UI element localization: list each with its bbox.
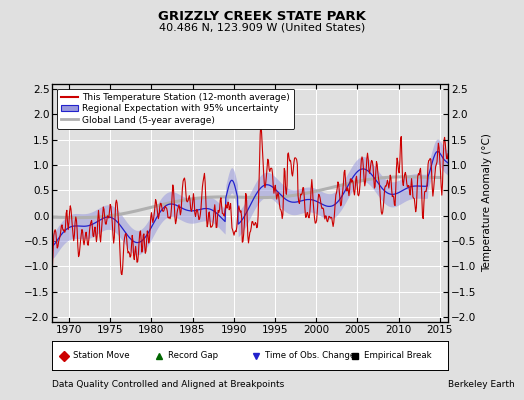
Text: Time of Obs. Change: Time of Obs. Change xyxy=(265,351,355,360)
Text: Station Move: Station Move xyxy=(73,351,129,360)
Text: 40.486 N, 123.909 W (United States): 40.486 N, 123.909 W (United States) xyxy=(159,22,365,32)
Text: GRIZZLY CREEK STATE PARK: GRIZZLY CREEK STATE PARK xyxy=(158,10,366,23)
Text: Data Quality Controlled and Aligned at Breakpoints: Data Quality Controlled and Aligned at B… xyxy=(52,380,285,389)
Legend: This Temperature Station (12-month average), Regional Expectation with 95% uncer: This Temperature Station (12-month avera… xyxy=(57,88,294,129)
Text: Berkeley Earth: Berkeley Earth xyxy=(448,380,515,389)
Text: Empirical Break: Empirical Break xyxy=(364,351,431,360)
Y-axis label: Temperature Anomaly (°C): Temperature Anomaly (°C) xyxy=(482,134,492,272)
Text: Record Gap: Record Gap xyxy=(168,351,218,360)
